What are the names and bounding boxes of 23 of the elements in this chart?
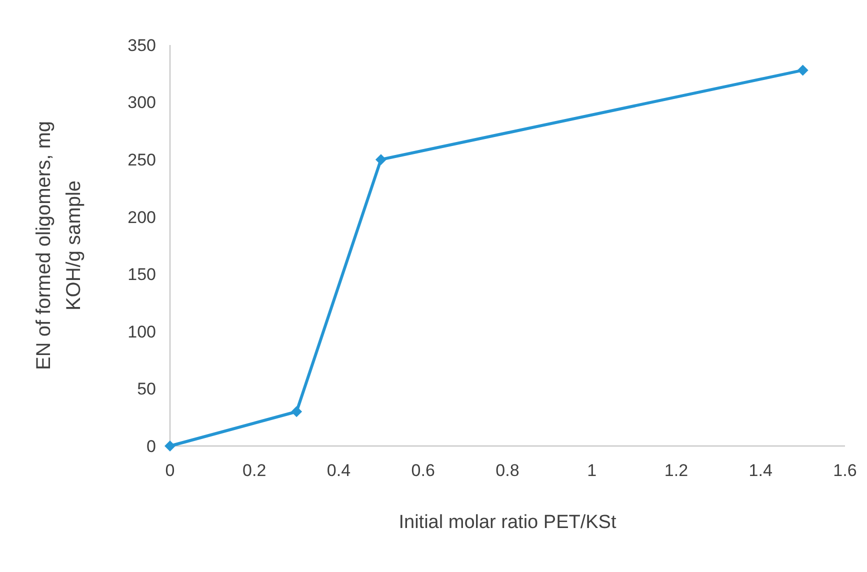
x-tick-label: 0.6 [411,461,435,480]
point [797,64,808,76]
y-tick-label: 50 [137,380,156,399]
x-tick-label: 1.4 [748,461,772,480]
y-tick-label: 350 [128,36,156,55]
x-tick-label: 1 [587,461,597,480]
x-tick-label: 1.2 [664,461,688,480]
y-axis-title: EN of formed oligomers, mg KOH/g sample [33,121,85,370]
y-tick-label: 100 [128,322,156,342]
x-tick-label: 0 [165,461,175,480]
point [291,406,302,418]
x-tick-label: 1.6 [833,461,857,480]
y-tick-label: 300 [128,93,156,112]
point [375,154,386,166]
x-tick-label: 0.8 [496,461,520,480]
y-tick-label: 200 [128,208,156,227]
y-tick-label: 0 [146,436,156,456]
x-tick-label: 0.2 [242,461,266,480]
x-tick-label: 0.4 [326,461,351,480]
y-tick-label: 150 [128,265,156,284]
point [164,440,176,452]
x-axis-title: Initial molar ratio PET/KSt [398,512,617,533]
y-tick-label: 250 [128,150,156,170]
